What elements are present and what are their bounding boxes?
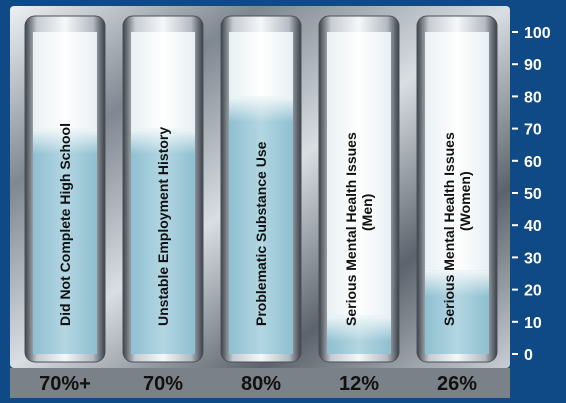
y-tick-label: 50 [524, 186, 542, 203]
y-tick-label: 20 [524, 283, 542, 300]
bar-value-label: 70%+ [39, 373, 91, 395]
bar-value-label: 80% [241, 373, 281, 395]
bar-value-label: 26% [437, 373, 477, 395]
bar-category-label: Serious Mental Health Issues(Men) [343, 132, 375, 326]
value-labels-group: 70%+ 70% 80% 12% 26% [39, 373, 477, 395]
bar-value-label: 12% [339, 373, 379, 395]
bar-labels-group: Did Not Complete High School Unstable Emp… [57, 123, 473, 326]
y-tick-label: 0 [524, 347, 533, 364]
y-axis: 0 10 20 30 40 50 60 70 80 90 100 [512, 25, 551, 364]
bar-category-label: Serious Mental Health Issues(Women) [441, 132, 473, 326]
y-tick-label: 40 [524, 218, 542, 235]
bar-category-label: Did Not Complete High School [57, 123, 73, 326]
y-tick-label: 90 [524, 57, 542, 74]
bar-highlight [131, 128, 195, 155]
y-tick-label: 10 [524, 315, 542, 332]
bar-category-label-line: Serious Mental Health Issues [343, 132, 359, 326]
bar-category-label: Unstable Employment History [155, 127, 171, 326]
y-tick-label: 100 [524, 25, 551, 42]
y-tick-label: 30 [524, 250, 542, 267]
bar-category-label: Problematic Substance Use [253, 141, 269, 326]
bar [229, 96, 293, 355]
bar [131, 128, 195, 354]
bar-track [327, 32, 391, 354]
bar-highlight [425, 270, 489, 297]
bar [33, 128, 97, 354]
y-tick-label: 70 [524, 122, 542, 139]
bar-highlight [33, 128, 97, 155]
bar-category-label-line: Serious Mental Health Issues [441, 132, 457, 326]
bar-category-label-line: Did Not Complete High School [57, 123, 73, 326]
bar-category-label-line: (Women) [457, 171, 473, 231]
bars-group [24, 15, 498, 363]
value-strip [10, 368, 510, 398]
bar-category-label-line: (Men) [359, 194, 375, 231]
bar-category-label-line: Problematic Substance Use [253, 141, 269, 326]
bar-category-label-line: Unstable Employment History [155, 127, 171, 326]
bar-highlight [229, 96, 293, 123]
y-tick-label: 60 [524, 154, 542, 171]
y-tick-label: 80 [524, 89, 542, 106]
bar-highlight [327, 315, 391, 342]
bar-value-label: 70% [143, 373, 183, 395]
